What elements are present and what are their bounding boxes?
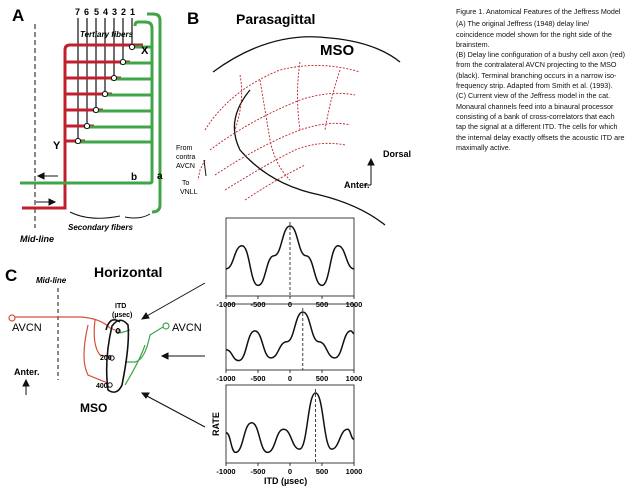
x-label: X xyxy=(141,45,149,57)
panel-b: B Parasagittal MSO From contra AVCN To V… xyxy=(176,9,411,226)
tuning-curve xyxy=(225,225,355,287)
panel-b-title: Parasagittal xyxy=(236,11,315,27)
a-label: a xyxy=(157,171,163,182)
dorsal-label: Dorsal xyxy=(383,149,411,159)
tap-number: 5 xyxy=(94,7,99,17)
tuning-curve xyxy=(225,392,355,454)
tap-number: 6 xyxy=(84,7,89,17)
panel-a: A 7 6 5 4 3 2 1 Tertiary fibers xyxy=(12,6,163,244)
x-tick-label: -500 xyxy=(250,467,265,476)
itd-label: ITD xyxy=(115,303,126,310)
caption-title: Figure 1. Anatomical Features of the Jef… xyxy=(456,7,621,16)
itd-0-label: 0 xyxy=(116,328,120,335)
plot-frame xyxy=(225,384,355,464)
to-label: VNLL xyxy=(180,189,198,196)
x-tick-label: -1000 xyxy=(216,374,235,383)
secondary-fibers-label: Secondary fibers xyxy=(68,223,133,232)
caption-para-a: (A) The original Jeffress (1948) delay l… xyxy=(456,19,612,49)
itd-400-label: 400 xyxy=(96,383,108,390)
tertiary-fibers-label: Tertiary fibers xyxy=(80,30,134,39)
caption-para-c: (C) Current view of the Jeffress model i… xyxy=(456,91,625,152)
tap-number: 4 xyxy=(103,7,108,17)
panel-c: C Horizontal Mid-line AVCN AVCN ITD (µs xyxy=(5,264,206,428)
panel-c-letter: C xyxy=(5,266,17,285)
avcn-left: AVCN xyxy=(12,322,42,334)
caption-para-b: (B) Delay line configuration of a bushy … xyxy=(456,50,625,91)
panel-b-letter: B xyxy=(187,9,199,28)
x-tick-label: -500 xyxy=(250,374,265,383)
rate-ylabel: RATE xyxy=(211,412,221,436)
itd-200-label: 200 xyxy=(100,355,112,362)
itd-unit-label: (µsec) xyxy=(112,312,132,319)
x-tick-label: 0 xyxy=(288,467,292,476)
x-tick-label: 500 xyxy=(316,467,329,476)
c-midline-label: Mid-line xyxy=(36,276,67,285)
panel-a-letter: A xyxy=(12,6,24,25)
itd-xlabel: ITD (µsec) xyxy=(264,476,307,486)
x-tick-label: 500 xyxy=(316,300,329,309)
x-tick-label: -500 xyxy=(250,300,265,309)
tuning-curve-plots: -1000 -500 0 500 1000-1000 -500 0 500 1000-1000-… xyxy=(216,217,363,476)
tuning-curve xyxy=(225,311,355,362)
tap-number: 3 xyxy=(112,7,117,17)
x-tick-label: 0 xyxy=(288,300,292,309)
from-label: contra xyxy=(176,154,196,161)
from-label: From xyxy=(176,145,193,152)
tap-number: 1 xyxy=(130,7,135,17)
c-anter-label: Anter. xyxy=(14,367,40,377)
x-tick-label: -1000 xyxy=(216,467,235,476)
avcn-right: AVCN xyxy=(172,322,202,334)
c-mso-label: MSO xyxy=(80,401,107,415)
x-tick-label: 1000 xyxy=(346,374,363,383)
panel-b-mso: MSO xyxy=(320,42,355,59)
to-label: To xyxy=(182,180,190,187)
tap-number: 2 xyxy=(121,7,126,17)
from-label: AVCN xyxy=(176,163,195,170)
a-midline-label: Mid-line xyxy=(20,234,54,244)
x-tick-label: 0 xyxy=(288,374,292,383)
x-tick-label: 1000 xyxy=(346,467,363,476)
figure-caption: Figure 1. Anatomical Features of the Jef… xyxy=(456,7,626,153)
panel-c-title: Horizontal xyxy=(94,264,162,280)
tap-number: 7 xyxy=(75,7,80,17)
plot-frame xyxy=(225,303,355,371)
anter-label: Anter. xyxy=(344,180,370,190)
y-label: Y xyxy=(53,140,61,152)
b-label: b xyxy=(131,172,137,183)
x-tick-label: 500 xyxy=(316,374,329,383)
